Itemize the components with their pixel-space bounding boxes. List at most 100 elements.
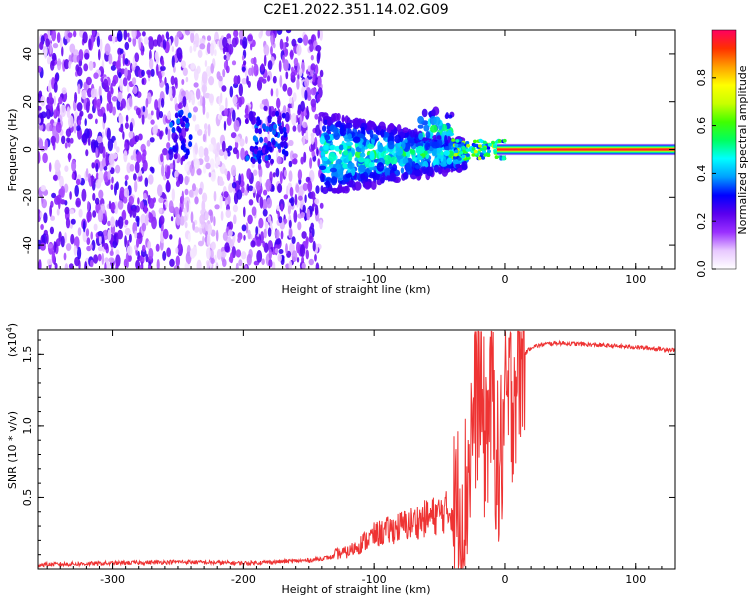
heatmap-cell xyxy=(278,216,283,224)
heatmap-cell xyxy=(202,103,206,116)
heatmap-cell xyxy=(306,105,309,115)
heatmap-cell xyxy=(292,153,298,159)
heatmap-cell xyxy=(143,205,148,214)
heatmap-cell xyxy=(228,43,234,55)
heatmap-cell xyxy=(196,259,202,269)
heatmap-cell xyxy=(52,174,58,181)
heatmap-cell xyxy=(402,171,409,180)
heatmap-cell xyxy=(49,42,52,55)
heatmap-cell xyxy=(77,246,82,260)
heatmap-cell xyxy=(108,153,115,165)
heatmap-cell xyxy=(70,233,75,245)
heatmap-cell xyxy=(487,149,491,154)
y-tick-label: 40 xyxy=(21,47,34,61)
heatmap-cell xyxy=(292,125,297,132)
heatmap-cell xyxy=(312,240,316,252)
heatmap-cell xyxy=(314,253,317,262)
snr-marks xyxy=(38,330,675,569)
heatmap-cell xyxy=(317,30,320,39)
heatmap-cell xyxy=(244,113,251,119)
y-tick-label: 20 xyxy=(21,95,34,109)
heatmap-cell xyxy=(232,147,238,155)
heatmap-cell xyxy=(162,39,167,50)
heatmap-cell xyxy=(461,154,466,159)
heatmap-cell xyxy=(132,36,137,47)
heatmap-cell xyxy=(140,50,144,56)
x-tick-label: 0 xyxy=(501,573,508,586)
heatmap-cell xyxy=(204,60,208,67)
heatmap-cell xyxy=(152,125,158,135)
heatmap-cell xyxy=(104,262,107,269)
heatmap-cell xyxy=(174,34,179,48)
heatmap-cell xyxy=(87,200,90,212)
heatmap-cell xyxy=(113,232,117,246)
heatmap-cell xyxy=(58,96,63,105)
heatmap-cell xyxy=(497,139,502,143)
heatmap-cell xyxy=(298,195,303,201)
heatmap-cell xyxy=(189,248,196,259)
heatmap-cell xyxy=(354,157,359,162)
snr-background xyxy=(38,330,675,569)
heatmap-cell xyxy=(110,202,116,211)
heatmap-cell xyxy=(181,79,185,85)
heatmap-cell xyxy=(232,204,238,213)
heatmap-cell xyxy=(222,231,228,241)
heatmap-cell xyxy=(465,153,470,157)
heatmap-cell xyxy=(219,196,223,210)
heatmap-cell xyxy=(269,171,273,183)
heatmap-cell xyxy=(286,36,289,43)
heatmap-cell xyxy=(206,42,211,55)
heatmap-cell xyxy=(116,30,123,42)
heatmap-cell xyxy=(354,150,362,159)
heatmap-cell xyxy=(39,242,46,251)
heatmap-cell xyxy=(183,215,188,222)
x-tick-label: 100 xyxy=(625,573,646,586)
heatmap-cell xyxy=(383,154,392,165)
heatmap-cell xyxy=(241,251,247,260)
heatmap-cell xyxy=(257,162,262,171)
heatmap-cell xyxy=(279,75,283,88)
heatmap-cell xyxy=(77,83,81,95)
heatmap-cell xyxy=(109,250,114,256)
heatmap-cell xyxy=(473,149,478,154)
heatmap-cell xyxy=(196,168,202,176)
heatmap-cell xyxy=(85,228,90,237)
heatmap-cell xyxy=(454,143,459,148)
heatmap-cell xyxy=(40,111,47,119)
heatmap-cell xyxy=(126,102,130,108)
heatmap-cell xyxy=(225,97,228,110)
heatmap-cell xyxy=(81,133,88,144)
heatmap-cell xyxy=(184,221,188,229)
heatmap-cell xyxy=(262,123,266,130)
heatmap-cell xyxy=(271,185,275,192)
heatmap-cell xyxy=(69,191,72,200)
heatmap-cell xyxy=(277,183,283,194)
heatmap-cell xyxy=(304,194,307,203)
y-tick-label: -20 xyxy=(21,188,34,206)
heatmap-cell xyxy=(38,65,42,73)
heatmap-cell xyxy=(394,134,402,144)
heatmap-cell xyxy=(125,252,129,264)
heatmap-cell xyxy=(297,169,303,181)
heatmap-cell xyxy=(278,60,282,73)
heatmap-cell xyxy=(103,78,109,89)
heatmap-cell xyxy=(471,147,476,151)
heatmap-cell xyxy=(297,123,302,133)
heatmap-cell xyxy=(265,178,272,192)
heatmap-cell xyxy=(301,126,305,137)
heatmap-cell xyxy=(348,151,353,162)
heatmap-cell xyxy=(162,228,169,240)
heatmap-cell xyxy=(63,59,70,70)
heatmap-cell xyxy=(296,257,300,263)
heatmap-cell xyxy=(60,235,65,248)
heatmap-cell xyxy=(139,200,144,210)
heatmap-cell xyxy=(278,249,284,254)
heatmap-cell xyxy=(65,243,72,252)
heatmap-cell xyxy=(275,88,279,98)
heatmap-cell xyxy=(68,263,74,269)
heatmap-cell xyxy=(481,156,486,160)
heatmap-cell xyxy=(444,135,448,144)
heatmap-cell xyxy=(452,159,461,164)
x-tick-label: -100 xyxy=(362,273,387,286)
heatmap-cell xyxy=(368,162,375,168)
